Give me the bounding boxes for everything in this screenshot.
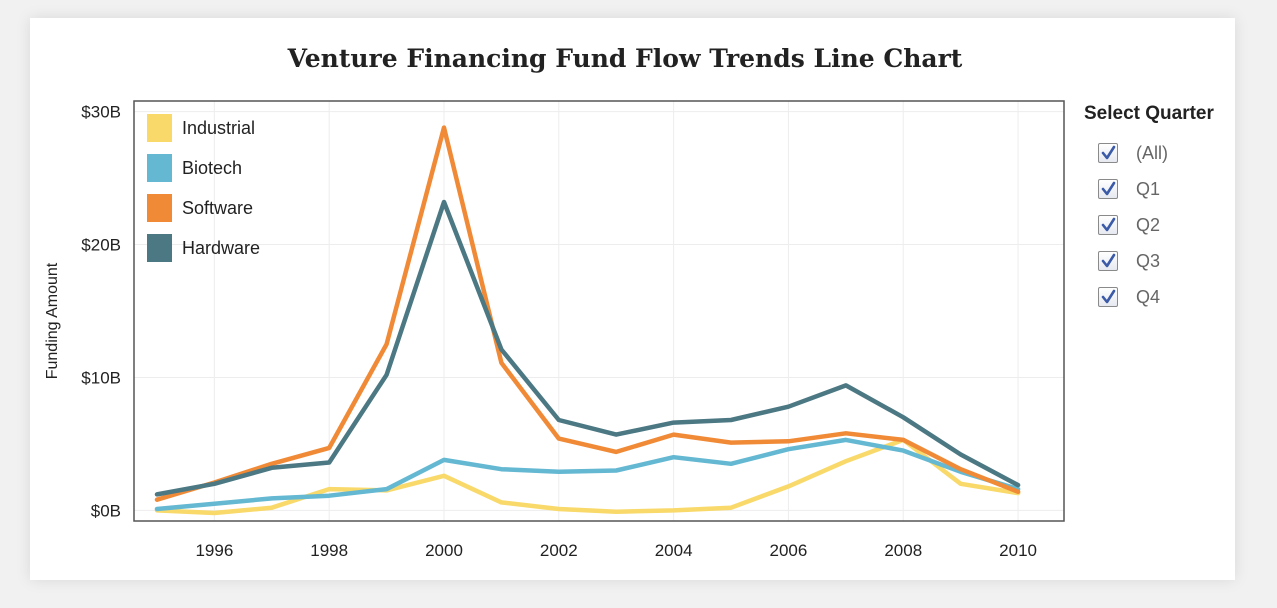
x-tick-label: 2002 [540, 541, 578, 560]
legend-swatch-biotech [147, 154, 172, 182]
y-tick-label: $30B [81, 103, 121, 122]
series-line-software [154, 125, 1021, 502]
filter-options: (All) Q1 Q2 Q3 Q4 [1084, 135, 1244, 315]
checkmark-icon [1101, 145, 1116, 160]
checkbox[interactable] [1098, 287, 1118, 307]
chart-title: Venture Financing Fund Flow Trends Line … [287, 44, 963, 73]
filter-option-q4[interactable]: Q4 [1084, 279, 1244, 315]
x-tick-label: 1998 [310, 541, 348, 560]
legend-swatch-industrial [147, 114, 172, 142]
x-tick-label: 2000 [425, 541, 463, 560]
legend-swatch-hardware [147, 234, 172, 262]
x-tick-label: 2010 [999, 541, 1037, 560]
filter-option-label: Q4 [1136, 286, 1161, 307]
y-tick-label: $0B [91, 501, 121, 520]
y-tick-label: $10B [81, 368, 121, 387]
checkmark-icon [1101, 253, 1116, 268]
filter-option-all[interactable]: (All) [1084, 135, 1244, 171]
checkbox[interactable] [1098, 215, 1118, 235]
series-line-industrial [154, 437, 1021, 516]
x-tick-label: 1996 [195, 541, 233, 560]
x-tick-label: 2008 [884, 541, 922, 560]
filter-option-label: Q2 [1136, 214, 1161, 235]
filter-title: Select Quarter [1084, 103, 1214, 124]
filter-option-q1[interactable]: Q1 [1084, 171, 1244, 207]
filter-option-label: Q1 [1136, 178, 1161, 199]
checkbox[interactable] [1098, 143, 1118, 163]
filter-option-label: Q3 [1136, 250, 1161, 271]
filter-option-q3[interactable]: Q3 [1084, 243, 1244, 279]
checkmark-icon [1101, 289, 1116, 304]
legend-label-hardware: Hardware [182, 238, 260, 258]
y-tick-label: $20B [81, 236, 121, 255]
checkmark-icon [1101, 181, 1116, 196]
filter-option-label: (All) [1136, 142, 1168, 163]
plot-area-border [133, 100, 1065, 522]
filter-option-q2[interactable]: Q2 [1084, 207, 1244, 243]
legend-label-biotech: Biotech [182, 158, 242, 178]
legend-label-industrial: Industrial [182, 118, 255, 138]
legend-label-software: Software [182, 198, 253, 218]
y-axis-label: Funding Amount [44, 262, 61, 379]
checkbox[interactable] [1098, 251, 1118, 271]
quarter-filter: Select Quarter (All) Q1 Q2 Q3 Q4 [1084, 103, 1244, 315]
series-line-biotech [154, 437, 1021, 512]
checkmark-icon [1101, 217, 1116, 232]
x-tick-label: 2006 [770, 541, 808, 560]
legend-swatch-software [147, 194, 172, 222]
series-line-hardware [154, 199, 1021, 497]
checkbox[interactable] [1098, 179, 1118, 199]
x-tick-label: 2004 [655, 541, 693, 560]
